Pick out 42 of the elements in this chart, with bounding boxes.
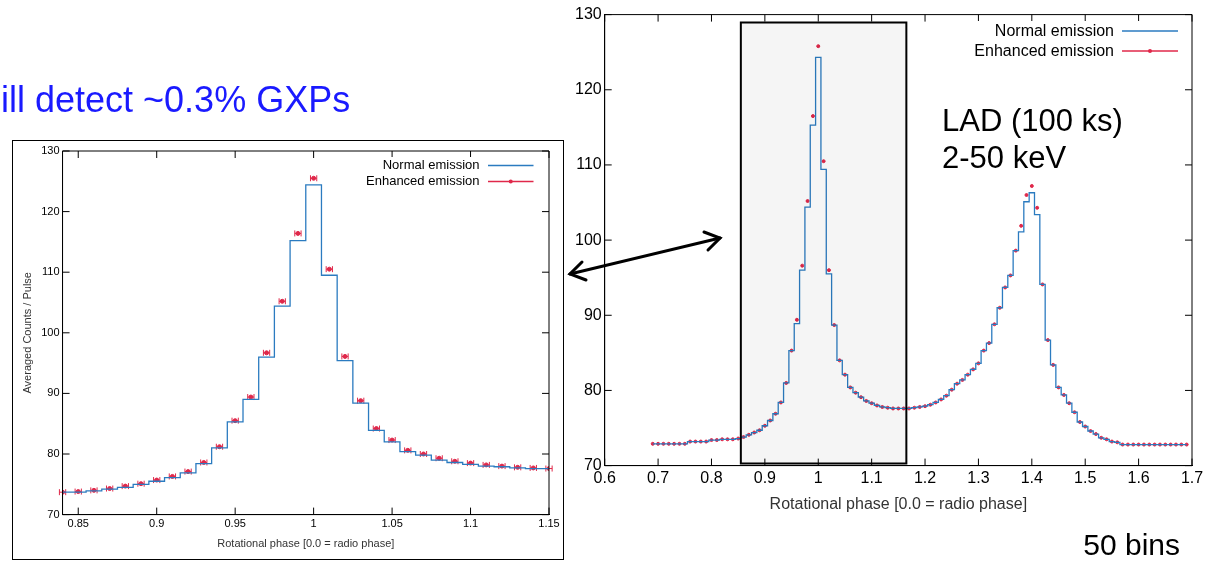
x-tick-label: 0.95 <box>224 517 246 530</box>
y-tick-label: 80 <box>583 380 602 398</box>
x-tick-label: 0.7 <box>646 468 670 486</box>
x-tick-label: 1.1 <box>462 517 479 530</box>
annotation: LAD (100 ks) <box>942 102 1123 140</box>
legend-label: Enhanced emission <box>366 173 480 190</box>
legend-label: Normal emission <box>382 157 480 174</box>
y-tick-label: 90 <box>583 305 602 323</box>
x-axis-title: Rotational phase [0.0 = radio phase] <box>217 537 395 550</box>
x-tick-label: 1.7 <box>1180 468 1204 486</box>
y-tick-label: 100 <box>41 325 60 338</box>
legend-label: Normal emission <box>994 20 1114 41</box>
y-tick-label: 120 <box>41 204 60 217</box>
text: ill detect ~0.3% GXPs <box>1 79 351 121</box>
y-tick-label: 130 <box>41 144 60 157</box>
x-tick-label: 0.9 <box>149 517 165 530</box>
x-tick-label: 1 <box>310 517 317 530</box>
y-tick-label: 70 <box>47 507 60 520</box>
x-tick-label: 1.1 <box>860 468 883 486</box>
x-tick-label: 1.15 <box>538 517 560 530</box>
y-tick-label: 100 <box>574 230 602 248</box>
legend-label: Enhanced emission <box>974 40 1114 61</box>
y-tick-label: 110 <box>576 155 602 173</box>
y-tick-label: 130 <box>574 5 602 23</box>
x-tick-label: 0.8 <box>700 468 723 486</box>
x-tick-label: 1.05 <box>381 517 403 530</box>
x-tick-label: 0.85 <box>67 517 89 530</box>
x-tick-label: 1 <box>813 468 823 486</box>
x-tick-label: 0.9 <box>753 468 777 486</box>
y-tick-label: 80 <box>47 447 60 460</box>
x-tick-label: 1.4 <box>1020 468 1044 486</box>
x-tick-label: 1.6 <box>1127 468 1150 486</box>
text: 50 bins <box>1083 528 1180 562</box>
y-tick-label: 90 <box>47 386 60 399</box>
x-tick-label: 1.3 <box>967 468 990 486</box>
x-tick-label: 1.2 <box>913 468 937 486</box>
y-tick-label: 110 <box>42 265 60 278</box>
y-tick-label: 120 <box>574 80 602 98</box>
x-tick-label: 1.5 <box>1074 468 1097 486</box>
annotation: 2-50 keV <box>942 139 1068 177</box>
x-axis-title: Rotational phase [0.0 = radio phase] <box>769 494 1028 512</box>
y-axis-title: Averaged Counts / Pulse <box>20 272 33 394</box>
